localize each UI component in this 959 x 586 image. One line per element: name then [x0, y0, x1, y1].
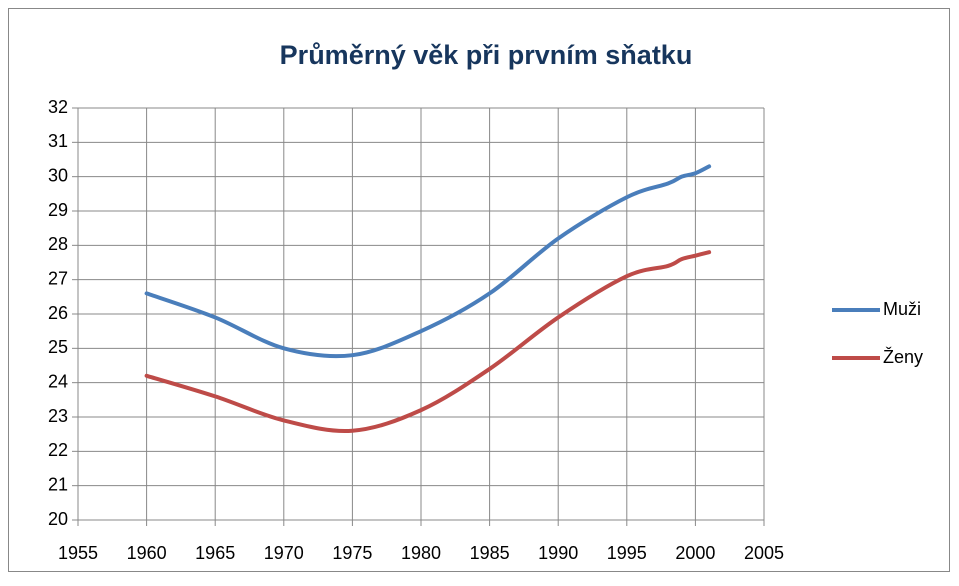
y-tick-label: 28 — [48, 234, 68, 254]
x-tick-label: 1965 — [195, 543, 235, 563]
y-tick-label: 25 — [48, 337, 68, 357]
x-tick-label: 1970 — [264, 543, 304, 563]
y-tick-label: 22 — [48, 440, 68, 460]
y-tick-label: 23 — [48, 406, 68, 426]
legend-label: Ženy — [883, 347, 923, 367]
series-line — [144, 250, 712, 434]
x-tick-label: 1995 — [607, 543, 647, 563]
y-tick-label: 30 — [48, 165, 68, 185]
y-tick-label: 20 — [48, 509, 68, 529]
x-tick-label: 1985 — [470, 543, 510, 563]
y-tick-label: 26 — [48, 303, 68, 323]
x-tick-label: 2005 — [744, 543, 784, 563]
chart-border — [8, 8, 950, 572]
x-tick-label: 1975 — [332, 543, 372, 563]
y-tick-label: 27 — [48, 268, 68, 288]
chart-title: Průměrný věk při prvním sňatku — [280, 40, 693, 70]
y-tick-label: 31 — [48, 131, 68, 151]
y-tick-label: 29 — [48, 200, 68, 220]
series-line — [144, 164, 712, 359]
x-tick-label: 1990 — [538, 543, 578, 563]
x-tick-label: 2000 — [675, 543, 715, 563]
legend-label: Muži — [883, 299, 921, 319]
y-tick-label: 32 — [48, 97, 68, 117]
y-tick-label: 21 — [48, 474, 68, 494]
x-tick-label: 1960 — [127, 543, 167, 563]
x-tick-label: 1955 — [58, 543, 98, 563]
x-tick-label: 1980 — [401, 543, 441, 563]
y-tick-label: 24 — [48, 371, 68, 391]
